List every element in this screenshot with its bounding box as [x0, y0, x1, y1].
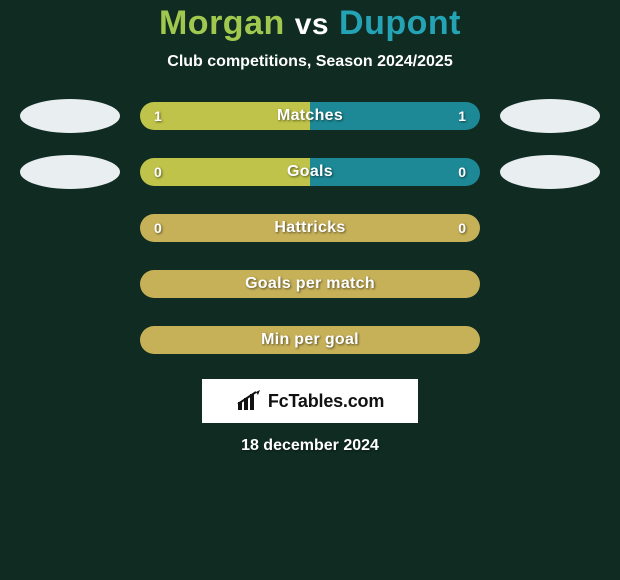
title-player2: Dupont [339, 4, 461, 42]
avatar-spacer [500, 323, 600, 357]
stat-bar: Matches1 1 [140, 102, 480, 130]
player1-avatar [20, 155, 120, 189]
stat-bar: Hattricks0 0 [140, 214, 480, 242]
stat-rows: Matches11Goals00Hattricks00Goals per mat… [0, 99, 620, 357]
stat-label: Matches [140, 102, 480, 130]
player1-avatar [20, 99, 120, 133]
stat-value-p2: 0 [458, 158, 466, 186]
player2-avatar [500, 99, 600, 133]
stat-value-p1: 0 [154, 158, 162, 186]
source-logo: FcTables.com [202, 379, 418, 423]
stat-row: Hattricks0 0 [0, 211, 620, 245]
stat-value-p1: 1 [154, 102, 162, 130]
stat-label: Goals [140, 158, 480, 186]
stat-row: Goals0 0 [0, 155, 620, 189]
avatar-spacer [20, 323, 120, 357]
subtitle: Club competitions, Season 2024/2025 [0, 53, 620, 71]
bar-chart-icon [236, 390, 262, 412]
stat-row: Min per goal [0, 323, 620, 357]
avatar-spacer [500, 211, 600, 245]
title-player1: Morgan [159, 4, 285, 42]
h2h-card: Morgan vs Dupont Club competitions, Seas… [0, 0, 620, 455]
stat-bar: Goals0 0 [140, 158, 480, 186]
logo-text: FcTables.com [268, 391, 384, 412]
avatar-spacer [500, 267, 600, 301]
stat-label: Min per goal [140, 326, 480, 354]
stat-value-p1: 0 [154, 214, 162, 242]
stat-row: Matches1 1 [0, 99, 620, 133]
stat-value-p2: 0 [458, 214, 466, 242]
avatar-spacer [20, 211, 120, 245]
stat-bar: Goals per match [140, 270, 480, 298]
avatar-spacer [20, 267, 120, 301]
title-separator: vs [295, 8, 329, 41]
date-label: 18 december 2024 [0, 437, 620, 455]
page-title: Morgan vs Dupont [0, 4, 620, 43]
stat-label: Hattricks [140, 214, 480, 242]
stat-value-p2: 1 [458, 102, 466, 130]
stat-label: Goals per match [140, 270, 480, 298]
stat-bar: Min per goal [140, 326, 480, 354]
player2-avatar [500, 155, 600, 189]
stat-row: Goals per match [0, 267, 620, 301]
